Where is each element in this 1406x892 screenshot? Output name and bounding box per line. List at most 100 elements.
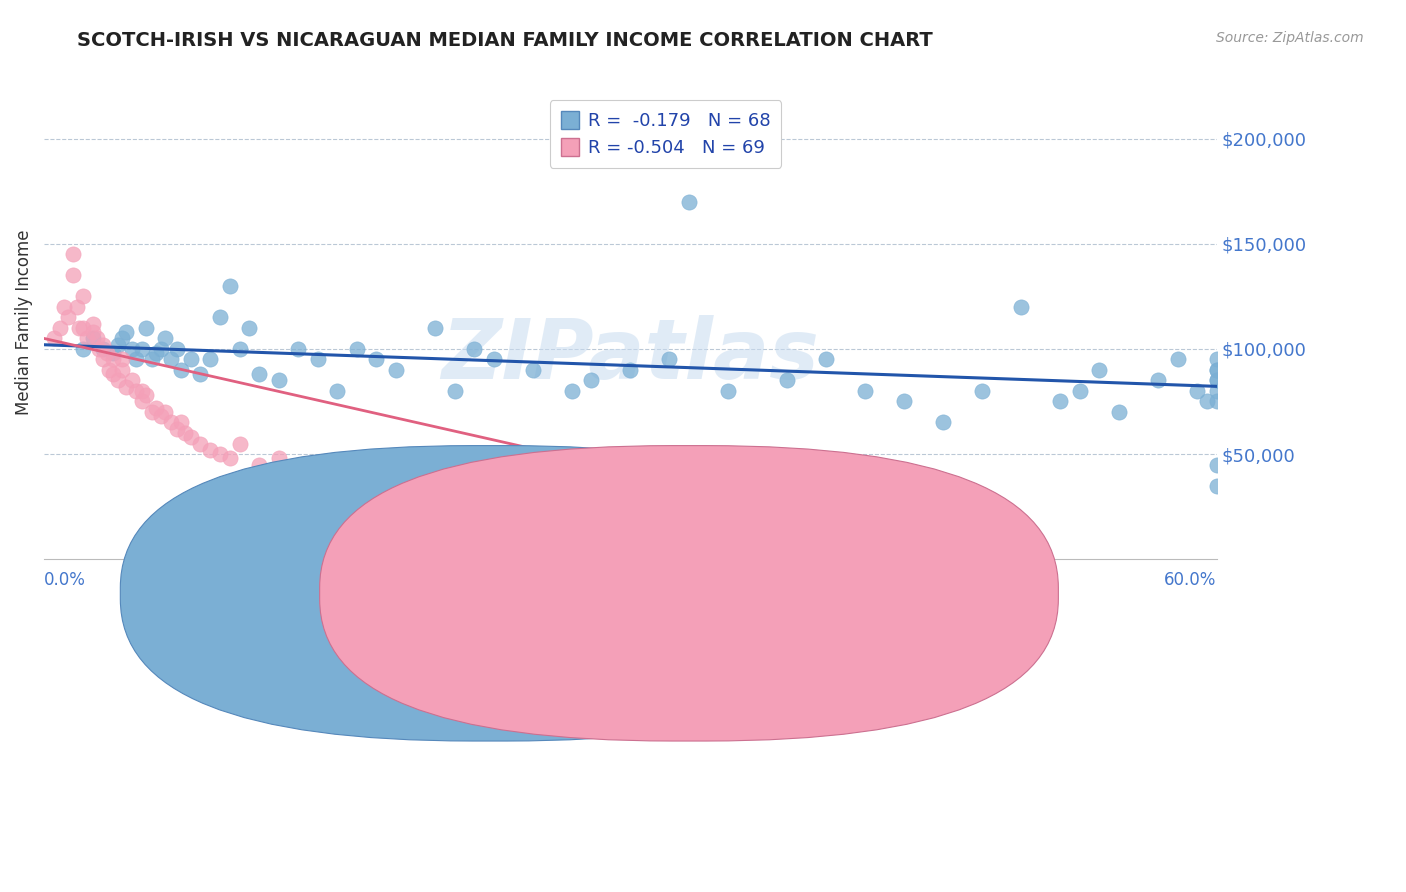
Point <box>76 331 98 345</box>
Point <box>238 321 260 335</box>
Point <box>135 321 157 335</box>
Point <box>141 352 163 367</box>
Point <box>56 310 79 325</box>
Point <box>82 317 104 331</box>
Point <box>190 367 212 381</box>
Point <box>1205 374 1227 388</box>
Point <box>72 321 94 335</box>
Text: Source: ZipAtlas.com: Source: ZipAtlas.com <box>1216 31 1364 45</box>
Point <box>482 352 505 367</box>
Point <box>814 548 837 562</box>
Point <box>1147 374 1170 388</box>
Point <box>385 363 408 377</box>
Point <box>141 405 163 419</box>
Point <box>131 394 153 409</box>
Point <box>97 363 120 377</box>
Point <box>561 514 583 528</box>
FancyBboxPatch shape <box>121 446 859 741</box>
Point <box>443 384 465 398</box>
Point <box>893 394 915 409</box>
Point <box>1205 363 1227 377</box>
Point <box>1108 405 1130 419</box>
Point <box>150 409 173 424</box>
Point <box>814 352 837 367</box>
Point <box>1069 384 1091 398</box>
Point <box>619 526 641 541</box>
Point <box>160 416 183 430</box>
Point <box>717 384 740 398</box>
Point <box>1049 394 1071 409</box>
Point <box>145 346 167 360</box>
Point <box>619 363 641 377</box>
Text: SCOTCH-IRISH VS NICARAGUAN MEDIAN FAMILY INCOME CORRELATION CHART: SCOTCH-IRISH VS NICARAGUAN MEDIAN FAMILY… <box>77 31 934 50</box>
Point <box>443 500 465 514</box>
Point <box>463 342 485 356</box>
Point <box>155 331 177 345</box>
Point <box>1195 394 1218 409</box>
Point <box>502 493 524 508</box>
Point <box>307 468 329 483</box>
Point <box>228 342 250 356</box>
Point <box>307 352 329 367</box>
Point <box>1205 384 1227 398</box>
Point <box>1205 352 1227 367</box>
Point <box>62 247 84 261</box>
Text: 60.0%: 60.0% <box>1164 571 1216 589</box>
Point <box>423 321 446 335</box>
Point <box>135 388 157 402</box>
Point <box>776 546 799 560</box>
Legend: R =  -0.179   N = 68, R = -0.504   N = 69: R = -0.179 N = 68, R = -0.504 N = 69 <box>550 100 782 168</box>
Point <box>267 451 290 466</box>
Point <box>581 374 603 388</box>
Point <box>125 384 148 398</box>
Point <box>208 310 231 325</box>
Point <box>42 331 65 345</box>
Point <box>678 194 700 209</box>
Point <box>366 484 388 499</box>
Point <box>463 506 485 520</box>
Point <box>247 458 270 472</box>
Point <box>1167 352 1189 367</box>
Text: Nicaraguans: Nicaraguans <box>672 578 776 596</box>
Point <box>115 325 138 339</box>
Point <box>1185 384 1208 398</box>
Point <box>776 374 799 388</box>
Point <box>581 520 603 534</box>
Point <box>522 363 544 377</box>
Point <box>107 338 129 352</box>
Point <box>91 342 114 356</box>
Point <box>111 331 134 345</box>
Point <box>326 472 349 486</box>
Point <box>72 289 94 303</box>
Point <box>155 405 177 419</box>
Point <box>267 374 290 388</box>
Point <box>1088 363 1111 377</box>
Point <box>111 363 134 377</box>
Point <box>218 451 240 466</box>
Point <box>208 447 231 461</box>
Point <box>125 352 148 367</box>
Point <box>66 300 89 314</box>
Point <box>697 535 720 549</box>
Point <box>121 374 143 388</box>
Point <box>180 352 202 367</box>
Point <box>67 321 90 335</box>
Point <box>91 352 114 367</box>
Point <box>658 531 681 545</box>
Point <box>131 384 153 398</box>
Point <box>853 384 876 398</box>
Point <box>218 279 240 293</box>
Point <box>115 380 138 394</box>
Y-axis label: Median Family Income: Median Family Income <box>15 230 32 416</box>
Point <box>287 464 309 478</box>
Point <box>326 384 349 398</box>
Point <box>522 510 544 524</box>
Point <box>972 384 994 398</box>
Point <box>111 352 134 367</box>
Point <box>287 342 309 356</box>
Point <box>170 363 193 377</box>
Point <box>101 352 124 367</box>
Point <box>87 342 110 356</box>
Point <box>1205 478 1227 492</box>
Point <box>160 352 183 367</box>
